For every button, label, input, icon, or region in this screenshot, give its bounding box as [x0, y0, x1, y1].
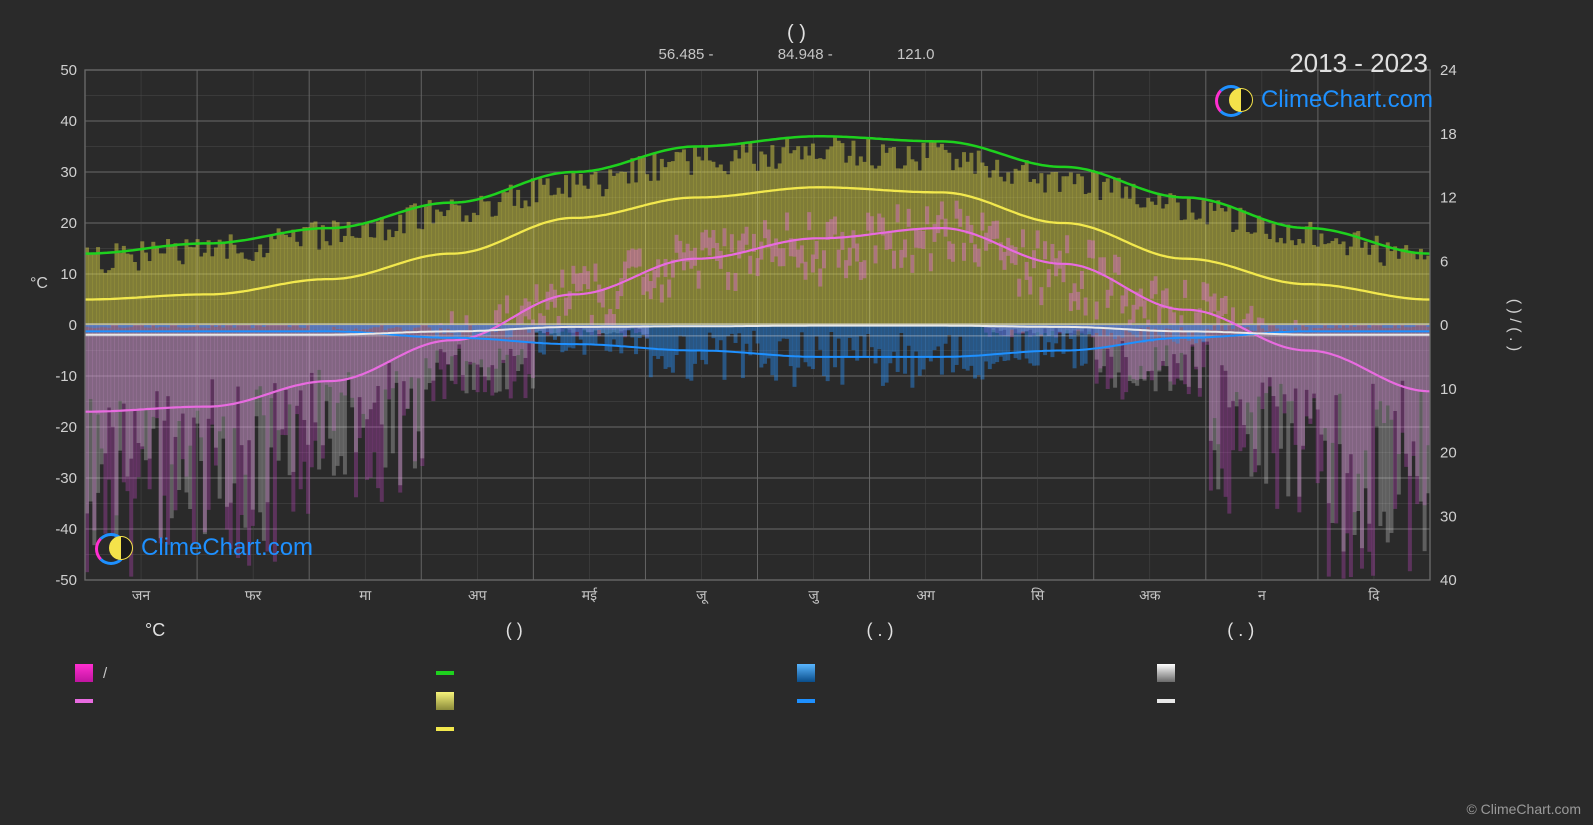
legend-column: /	[75, 659, 436, 743]
svg-text:-10: -10	[55, 368, 77, 385]
svg-text:24: 24	[1440, 62, 1457, 79]
left-axis-label: °C	[30, 275, 48, 293]
legend-header-4: ( . )	[1157, 620, 1518, 641]
legend-swatch	[436, 692, 454, 710]
legend-swatch	[75, 664, 93, 682]
svg-text:जु: जु	[808, 587, 819, 604]
brand-text: ClimeChart.com	[1261, 86, 1433, 114]
chart-title: ( )	[0, 22, 1593, 45]
subtitle-lat: 56.485 -	[659, 46, 714, 63]
legend-header-2: ( )	[436, 620, 797, 641]
watermark-bottom: ClimeChart.com	[95, 533, 313, 563]
legend-item	[797, 687, 1158, 715]
svg-text:20: 20	[60, 215, 77, 232]
subtitle-lon: 84.948 -	[778, 46, 833, 63]
svg-text:40: 40	[60, 113, 77, 130]
svg-text:जन: जन	[132, 587, 150, 603]
svg-text:10: 10	[60, 266, 77, 283]
legend-header-1: °C	[75, 620, 436, 641]
svg-text:20: 20	[1440, 445, 1457, 462]
svg-text:-40: -40	[55, 521, 77, 538]
svg-text:0: 0	[1440, 317, 1448, 334]
footer-copyright: © ClimeChart.com	[1466, 801, 1581, 817]
svg-text:मा: मा	[359, 587, 371, 603]
svg-text:-50: -50	[55, 572, 77, 589]
legend-swatch	[1157, 664, 1175, 682]
chart-container: ( ) 56.485 - 84.948 - 121.0 2013 - 2023 …	[0, 0, 1593, 825]
svg-text:फर: फर	[245, 587, 262, 603]
legend-item	[1157, 687, 1518, 715]
svg-text:अप: अप	[468, 587, 488, 603]
svg-text:40: 40	[1440, 572, 1457, 589]
svg-text:अग: अग	[916, 587, 936, 603]
legend-line-swatch	[75, 699, 93, 703]
legend-line-swatch	[1157, 699, 1175, 703]
legend: °C ( ) ( . ) ( . ) /	[75, 620, 1518, 743]
legend-line-swatch	[797, 699, 815, 703]
svg-text:मई: मई	[582, 587, 598, 603]
legend-column	[797, 659, 1158, 743]
legend-swatch	[797, 664, 815, 682]
svg-text:दि: दि	[1368, 587, 1380, 603]
svg-text:न: न	[1258, 587, 1266, 603]
svg-text:-20: -20	[55, 419, 77, 436]
svg-text:18: 18	[1440, 126, 1457, 143]
svg-text:30: 30	[60, 164, 77, 181]
legend-column	[1157, 659, 1518, 743]
svg-text:30: 30	[1440, 508, 1457, 525]
svg-text:6: 6	[1440, 253, 1448, 270]
svg-text:0: 0	[69, 317, 77, 334]
legend-item: /	[75, 659, 436, 687]
legend-line-swatch	[436, 727, 454, 731]
legend-item	[1157, 659, 1518, 687]
svg-text:12: 12	[1440, 190, 1457, 207]
watermark-top: ClimeChart.com	[1215, 85, 1433, 115]
svg-text:जू: जू	[696, 587, 708, 604]
legend-item-label: /	[103, 665, 107, 682]
svg-text:सि: सि	[1031, 587, 1045, 603]
legend-line-swatch	[436, 671, 454, 675]
legend-item	[75, 687, 436, 715]
legend-item	[797, 659, 1158, 687]
legend-item	[436, 715, 797, 743]
legend-column	[436, 659, 797, 743]
brand-icon	[95, 533, 135, 563]
brand-icon	[1215, 85, 1255, 115]
year-range: 2013 - 2023	[1289, 48, 1428, 79]
svg-text:अक: अक	[1139, 587, 1161, 603]
legend-item	[436, 687, 797, 715]
brand-text: ClimeChart.com	[141, 534, 313, 562]
svg-text:50: 50	[60, 62, 77, 79]
svg-text:( ) / ( . ): ( ) / ( . )	[1506, 299, 1523, 351]
legend-item	[436, 659, 797, 687]
svg-text:10: 10	[1440, 381, 1457, 398]
subtitle-alt: 121.0	[897, 46, 935, 63]
svg-text:-30: -30	[55, 470, 77, 487]
legend-header-3: ( . )	[797, 620, 1158, 641]
